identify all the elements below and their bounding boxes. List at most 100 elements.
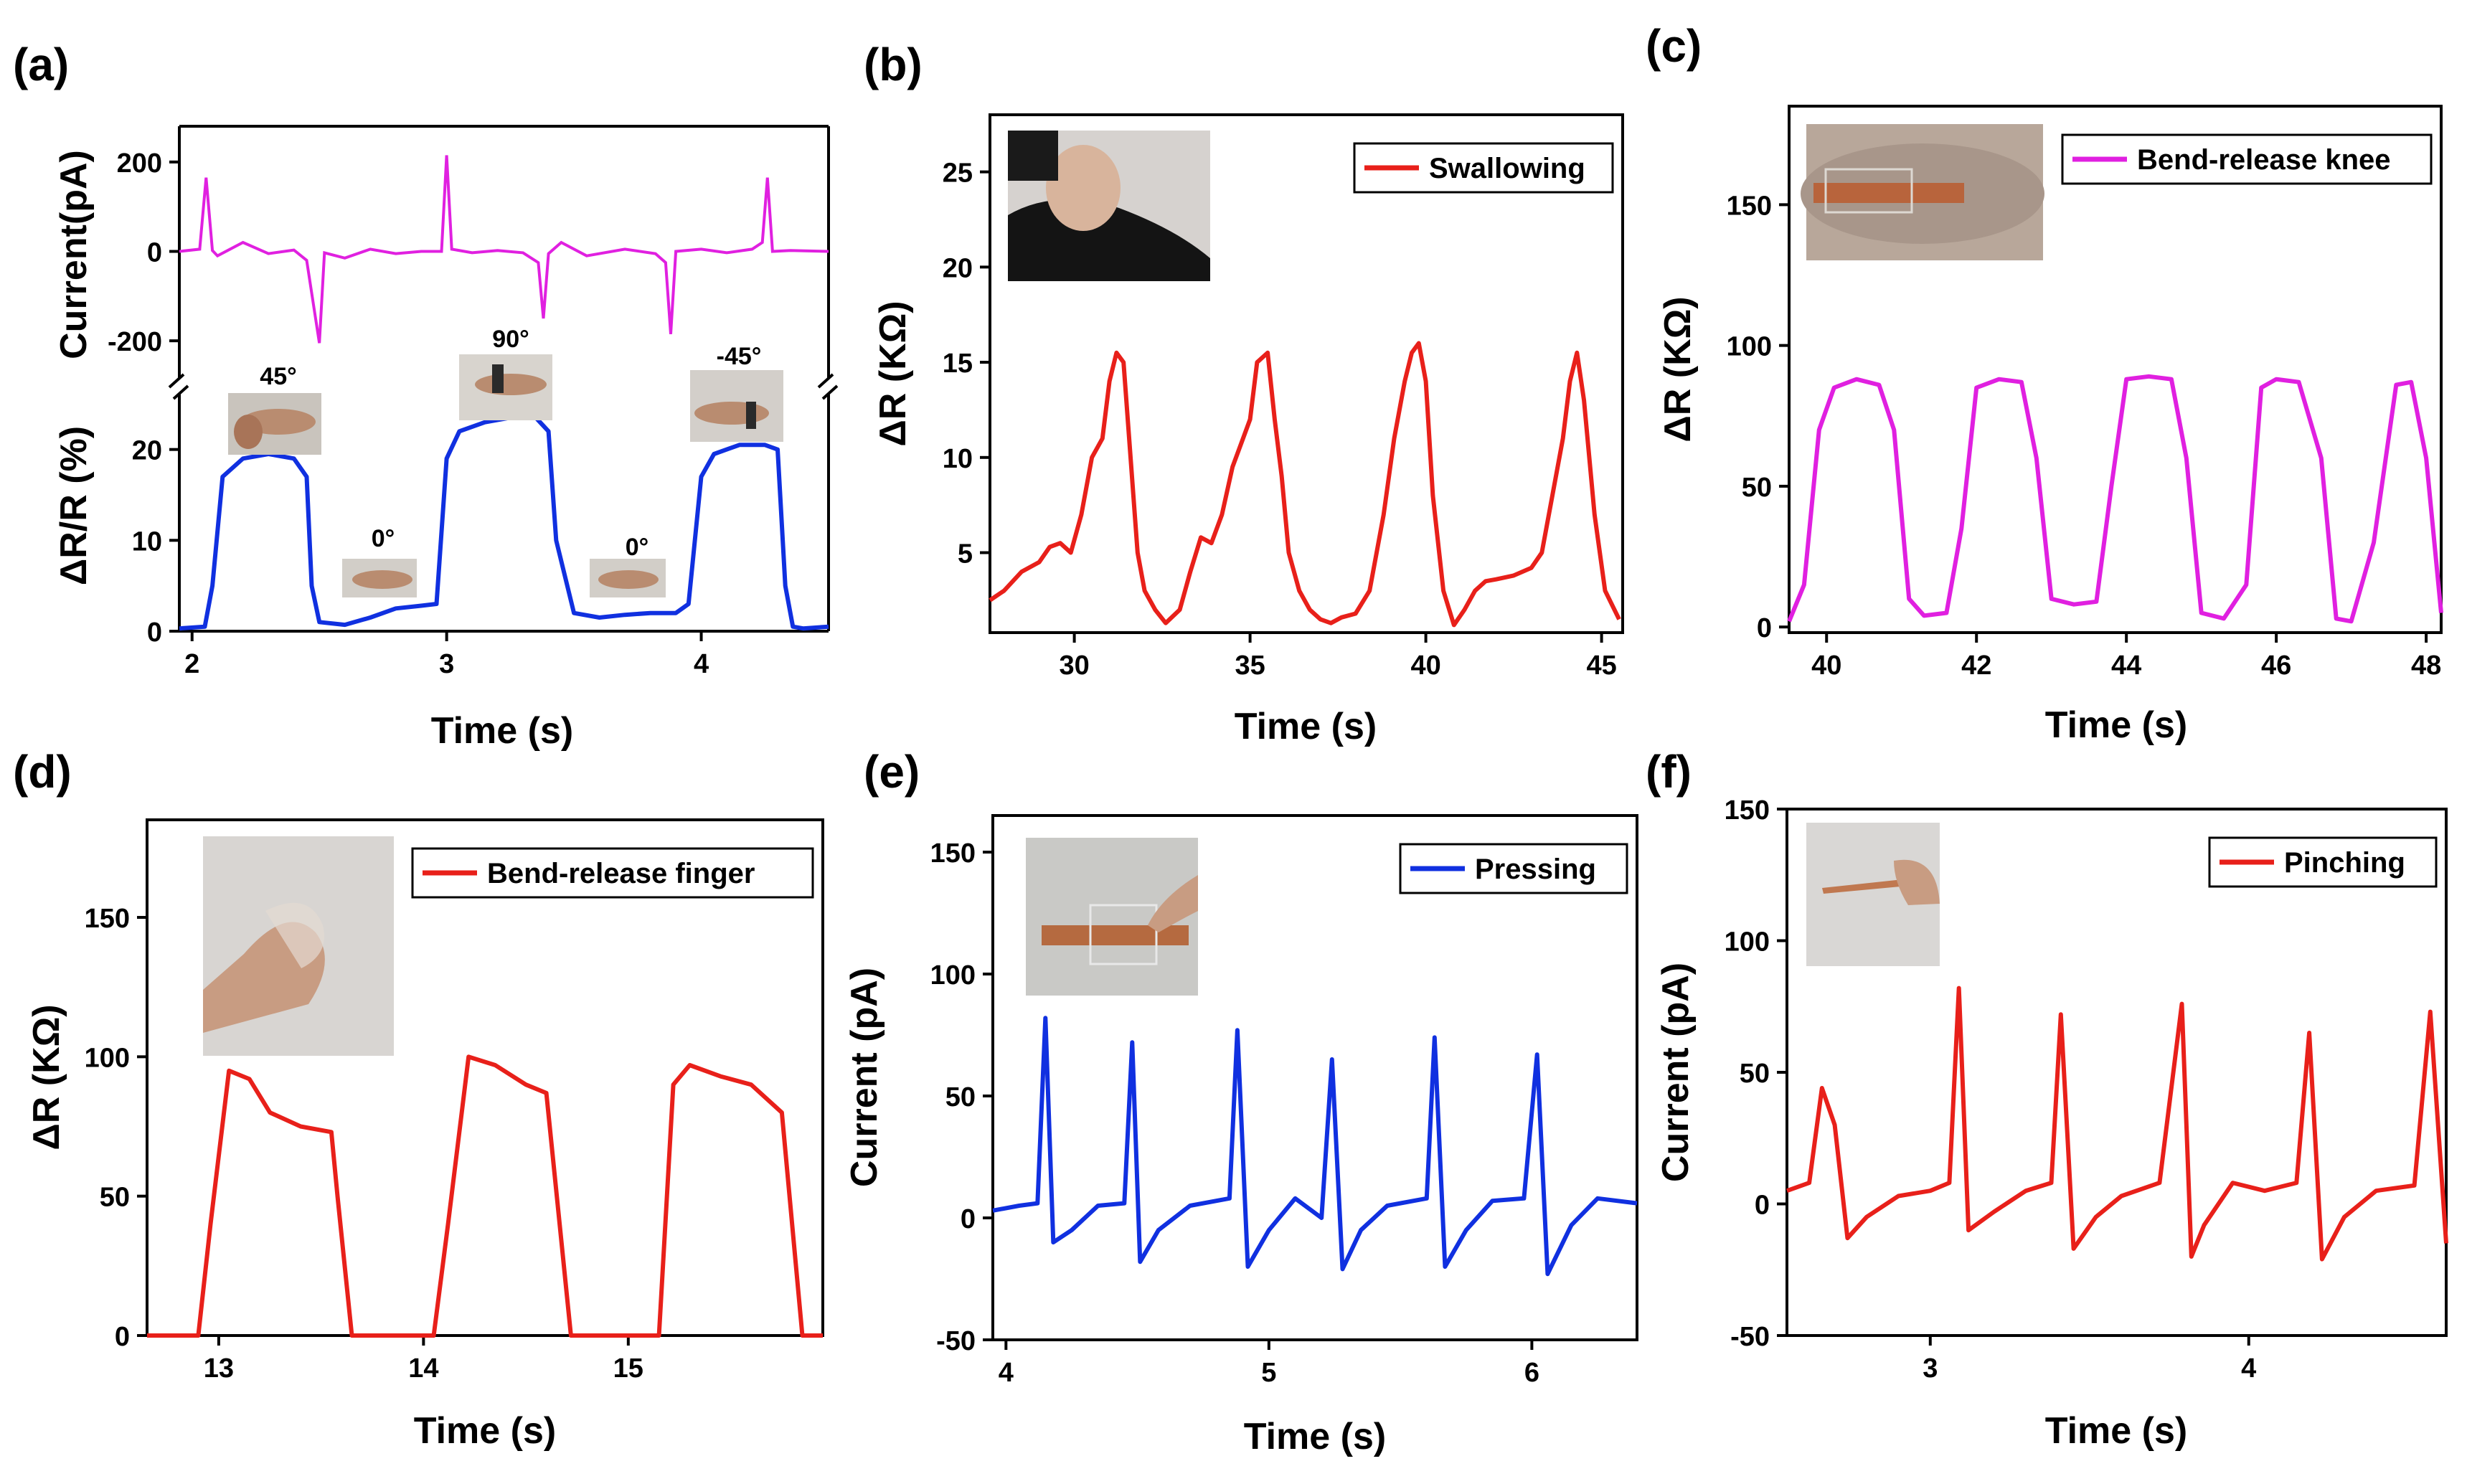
plot-frame-c [1788, 105, 2443, 634]
plot-frame-d [146, 818, 824, 1337]
y-tick-label-a-bottom-1: 10 [132, 526, 162, 557]
a-axis-break-right-1 [817, 373, 834, 389]
panel-label-f: (f) [1646, 746, 1692, 798]
panel-e-plot: 4 5 6 -50 0 50 100 150 Time (s) Current (pA) Press… [844, 814, 1638, 1457]
panel-a-inset-45 [228, 393, 321, 455]
y-axis-label-e: Current (pA) [844, 968, 885, 1187]
angle-annotation-3: 0° [626, 534, 649, 561]
panel-b-plot: 30 35 40 45 5 10 15 20 25 Time (s) ΔR (KΩ) Swallowi… [872, 113, 1624, 747]
x-tick-label-e-0: 4 [999, 1358, 1014, 1388]
y-tick-label-e-1: 0 [961, 1204, 976, 1234]
panel-b-inset-photo [1008, 131, 1210, 281]
legend-label-d: Bend-release finger [487, 858, 755, 889]
x-tick-label-e-1: 5 [1261, 1358, 1276, 1388]
panel-b: (b) 30 35 40 45 5 10 15 20 25 Time (s) ΔR (KΩ) Swal… [864, 39, 1624, 747]
y-tick-label-f-3: 100 [1725, 927, 1770, 958]
y-tick-label-b-2: 15 [943, 349, 973, 379]
x-tick-label-c-4: 48 [2411, 651, 2441, 681]
x-tick-label-c-0: 40 [1811, 651, 1841, 681]
panel-a-inset-minus45 [690, 370, 783, 442]
a-axis-break-left-2 [172, 384, 189, 400]
panel-label-a: (a) [13, 39, 69, 90]
y-tick-label-a-bottom-2: 20 [132, 436, 162, 466]
a-axis-break-left-1 [168, 373, 185, 389]
y-tick-label-e-0: -50 [936, 1326, 976, 1356]
y-tick-label-a-bottom-0: 0 [147, 618, 162, 648]
x-tick-label-b-2: 40 [1410, 651, 1440, 681]
legend-label-c: Bend-release knee [2137, 144, 2391, 176]
y-tick-label-e-2: 50 [945, 1082, 976, 1112]
y-axis-label-b: ΔR (KΩ) [872, 301, 914, 446]
panel-label-d: (d) [13, 746, 72, 798]
panel-a-plot: 2 3 4 -200 0 200 0 10 20 Time (s) Current(pA) ΔR/R … [53, 125, 839, 752]
y-tick-label-b-3: 20 [943, 253, 973, 283]
x-tick-label-c-3: 46 [2261, 651, 2291, 681]
panel-e: (e) 4 5 6 -50 0 50 100 150 Time (s) Current (pA) P… [844, 746, 1638, 1457]
y-tick-label-c-1: 50 [1742, 473, 1772, 503]
angle-annotation-0: 45° [260, 363, 296, 390]
y-tick-label-a-top-0: -200 [108, 327, 162, 357]
panel-label-e: (e) [864, 746, 920, 798]
panel-label-b: (b) [864, 39, 923, 90]
panel-c: (c) 40 42 44 46 48 0 50 100 150 Time (s) ΔR (KΩ) Be… [1646, 20, 2443, 746]
panel-e-inset-photo [1026, 838, 1198, 996]
panel-f: (f) 3 4 -50 0 50 100 150 Time (s) Current (pA) Pi… [1646, 746, 2448, 1452]
panel-f-inset-photo [1806, 823, 1940, 966]
x-tick-label-b-1: 35 [1235, 651, 1265, 681]
y-tick-label-b-0: 5 [958, 539, 973, 570]
y-axis-label-f: Current (pA) [1655, 963, 1697, 1182]
y-axis-label-a-bottom: ΔR/R (%) [53, 426, 95, 585]
x-axis-label-f: Time (s) [2045, 1410, 2187, 1452]
legend-label-b: Swallowing [1429, 153, 1585, 184]
series-line-f [1786, 986, 2448, 1262]
panel-a-inset-0-second [590, 559, 666, 597]
x-axis-label-a: Time (s) [431, 710, 573, 752]
y-tick-label-c-2: 100 [1727, 332, 1772, 362]
x-tick-label-c-1: 42 [1961, 651, 1991, 681]
x-tick-label-e-2: 6 [1524, 1358, 1539, 1388]
y-tick-label-a-top-2: 200 [117, 148, 162, 179]
y-tick-label-c-3: 150 [1727, 191, 1772, 221]
legend-label-e: Pressing [1475, 854, 1596, 885]
plot-frame-b [989, 113, 1624, 634]
angle-annotation-4: -45° [717, 343, 762, 370]
y-axis-label-c: ΔR (KΩ) [1657, 296, 1699, 442]
x-tick-label-a-2: 4 [694, 649, 709, 679]
y-tick-label-c-0: 0 [1757, 613, 1772, 643]
y-tick-label-a-top-1: 0 [147, 238, 162, 268]
panel-d-inset-photo [203, 836, 394, 1056]
series-line-c [1787, 374, 2443, 624]
series-line-d [147, 1054, 823, 1338]
x-tick-label-b-3: 45 [1586, 651, 1616, 681]
y-tick-label-f-2: 50 [1740, 1059, 1770, 1089]
y-tick-label-d-0: 0 [115, 1322, 130, 1352]
plot-frame-e [991, 814, 1638, 1341]
x-tick-label-a-0: 2 [184, 649, 199, 679]
panel-a-inset-90 [459, 354, 552, 420]
y-axis-label-d: ΔR (KΩ) [26, 1004, 67, 1150]
series-line-b [989, 341, 1621, 628]
y-tick-label-f-1: 0 [1755, 1191, 1770, 1221]
legend-label-f: Pinching [2284, 847, 2405, 879]
y-tick-label-e-4: 150 [930, 838, 976, 869]
y-tick-label-f-0: -50 [1730, 1322, 1770, 1352]
x-tick-label-d-0: 13 [204, 1353, 234, 1384]
x-tick-label-f-0: 3 [1923, 1353, 1938, 1384]
x-axis-label-c: Time (s) [2045, 704, 2187, 746]
angle-annotation-2: 90° [492, 326, 529, 353]
x-tick-label-b-0: 30 [1059, 651, 1089, 681]
x-axis-label-b: Time (s) [1235, 706, 1377, 747]
x-axis-label-e: Time (s) [1244, 1416, 1386, 1457]
y-tick-label-d-3: 150 [85, 904, 130, 934]
legend-box-d [411, 847, 814, 899]
y-tick-label-f-4: 150 [1725, 795, 1770, 826]
x-tick-label-a-1: 3 [439, 649, 454, 679]
series-line-e [992, 1016, 1638, 1277]
y-tick-label-e-3: 100 [930, 960, 976, 991]
x-axis-label-d: Time (s) [414, 1410, 556, 1452]
panel-a: (a) 2 3 4 -200 0 200 0 10 20 Time (s) Current(pA) Δ… [13, 39, 839, 752]
panel-c-inset-photo [1801, 124, 2044, 260]
angle-annotation-1: 0° [372, 525, 395, 552]
